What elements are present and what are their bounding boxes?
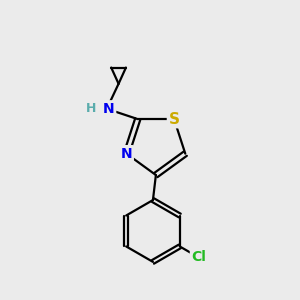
Text: Cl: Cl xyxy=(191,250,206,265)
Text: N: N xyxy=(103,102,115,116)
Text: S: S xyxy=(169,112,180,127)
Text: N: N xyxy=(121,147,132,161)
Text: H: H xyxy=(86,102,97,115)
